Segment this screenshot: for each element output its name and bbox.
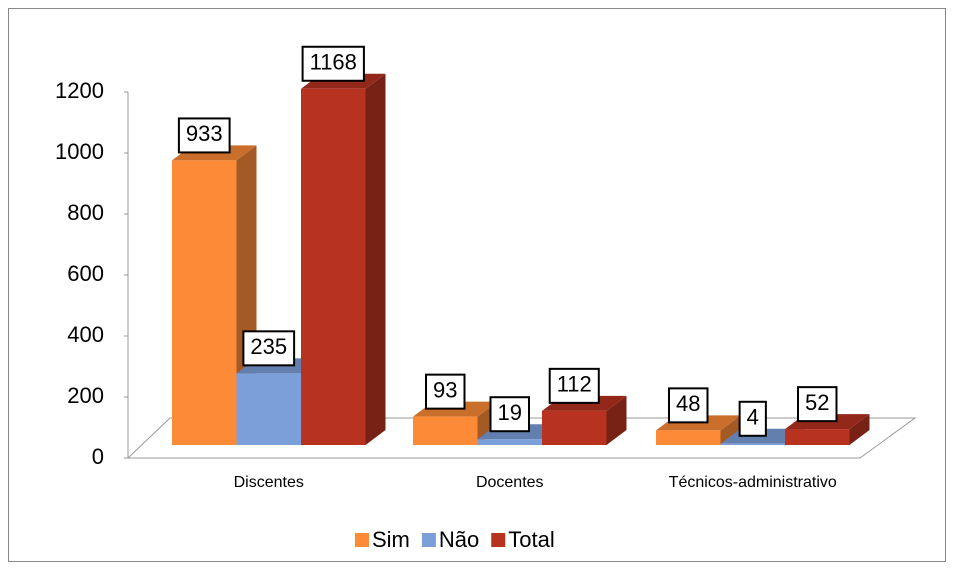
legend-label: Total — [508, 527, 554, 552]
bar-front — [236, 373, 301, 445]
bar-front — [785, 429, 850, 445]
legend-swatch — [355, 533, 369, 547]
y-tick-label: 200 — [67, 383, 104, 408]
floor — [126, 417, 917, 459]
bar-side — [365, 73, 386, 445]
data-label: 235 — [250, 334, 287, 359]
data-label: 19 — [498, 400, 522, 425]
x-tick-label: Docentes — [476, 474, 544, 491]
data-label-box — [177, 117, 231, 154]
bar-front — [542, 410, 607, 445]
data-label-box — [548, 367, 600, 404]
data-label-box — [797, 386, 838, 423]
y-tick-label: 1200 — [55, 78, 104, 103]
y-tick-label: 1000 — [55, 139, 104, 164]
data-label: 4 — [747, 405, 759, 430]
bar-side — [849, 414, 870, 445]
legend-swatch — [421, 533, 436, 547]
data-label: 1168 — [310, 50, 357, 75]
data-label: 52 — [805, 390, 829, 415]
y-tick-label: 800 — [67, 200, 104, 225]
data-label: 48 — [676, 391, 700, 416]
legend-swatch — [491, 533, 506, 547]
data-label-box — [489, 396, 530, 433]
bar-side — [720, 415, 741, 445]
bar-front — [413, 416, 478, 445]
bar-front — [477, 439, 542, 445]
data-label-box — [425, 373, 466, 410]
data-label-box — [738, 400, 767, 437]
y-tick-label: 600 — [67, 261, 104, 286]
bar-side — [606, 395, 627, 445]
x-tick-label: Técnicos-administrativo — [669, 474, 837, 491]
data-label-box — [668, 387, 709, 424]
bar-front — [720, 443, 785, 445]
bar-front — [172, 160, 237, 445]
legend-label: Sim — [372, 527, 410, 552]
bar-front — [301, 88, 366, 445]
frame — [8, 8, 946, 562]
data-label-box — [242, 330, 296, 367]
data-label: 93 — [433, 377, 457, 402]
bar — [301, 73, 386, 445]
x-tick-label: Discentes — [234, 474, 304, 491]
data-label: 933 — [186, 121, 223, 146]
data-label-box — [301, 45, 365, 82]
y-tick-label: 0 — [92, 444, 104, 469]
data-label: 112 — [557, 372, 592, 397]
bar-front — [656, 430, 721, 445]
y-tick-label: 400 — [67, 322, 104, 347]
bar — [785, 414, 870, 445]
legend-label: Não — [439, 527, 479, 552]
